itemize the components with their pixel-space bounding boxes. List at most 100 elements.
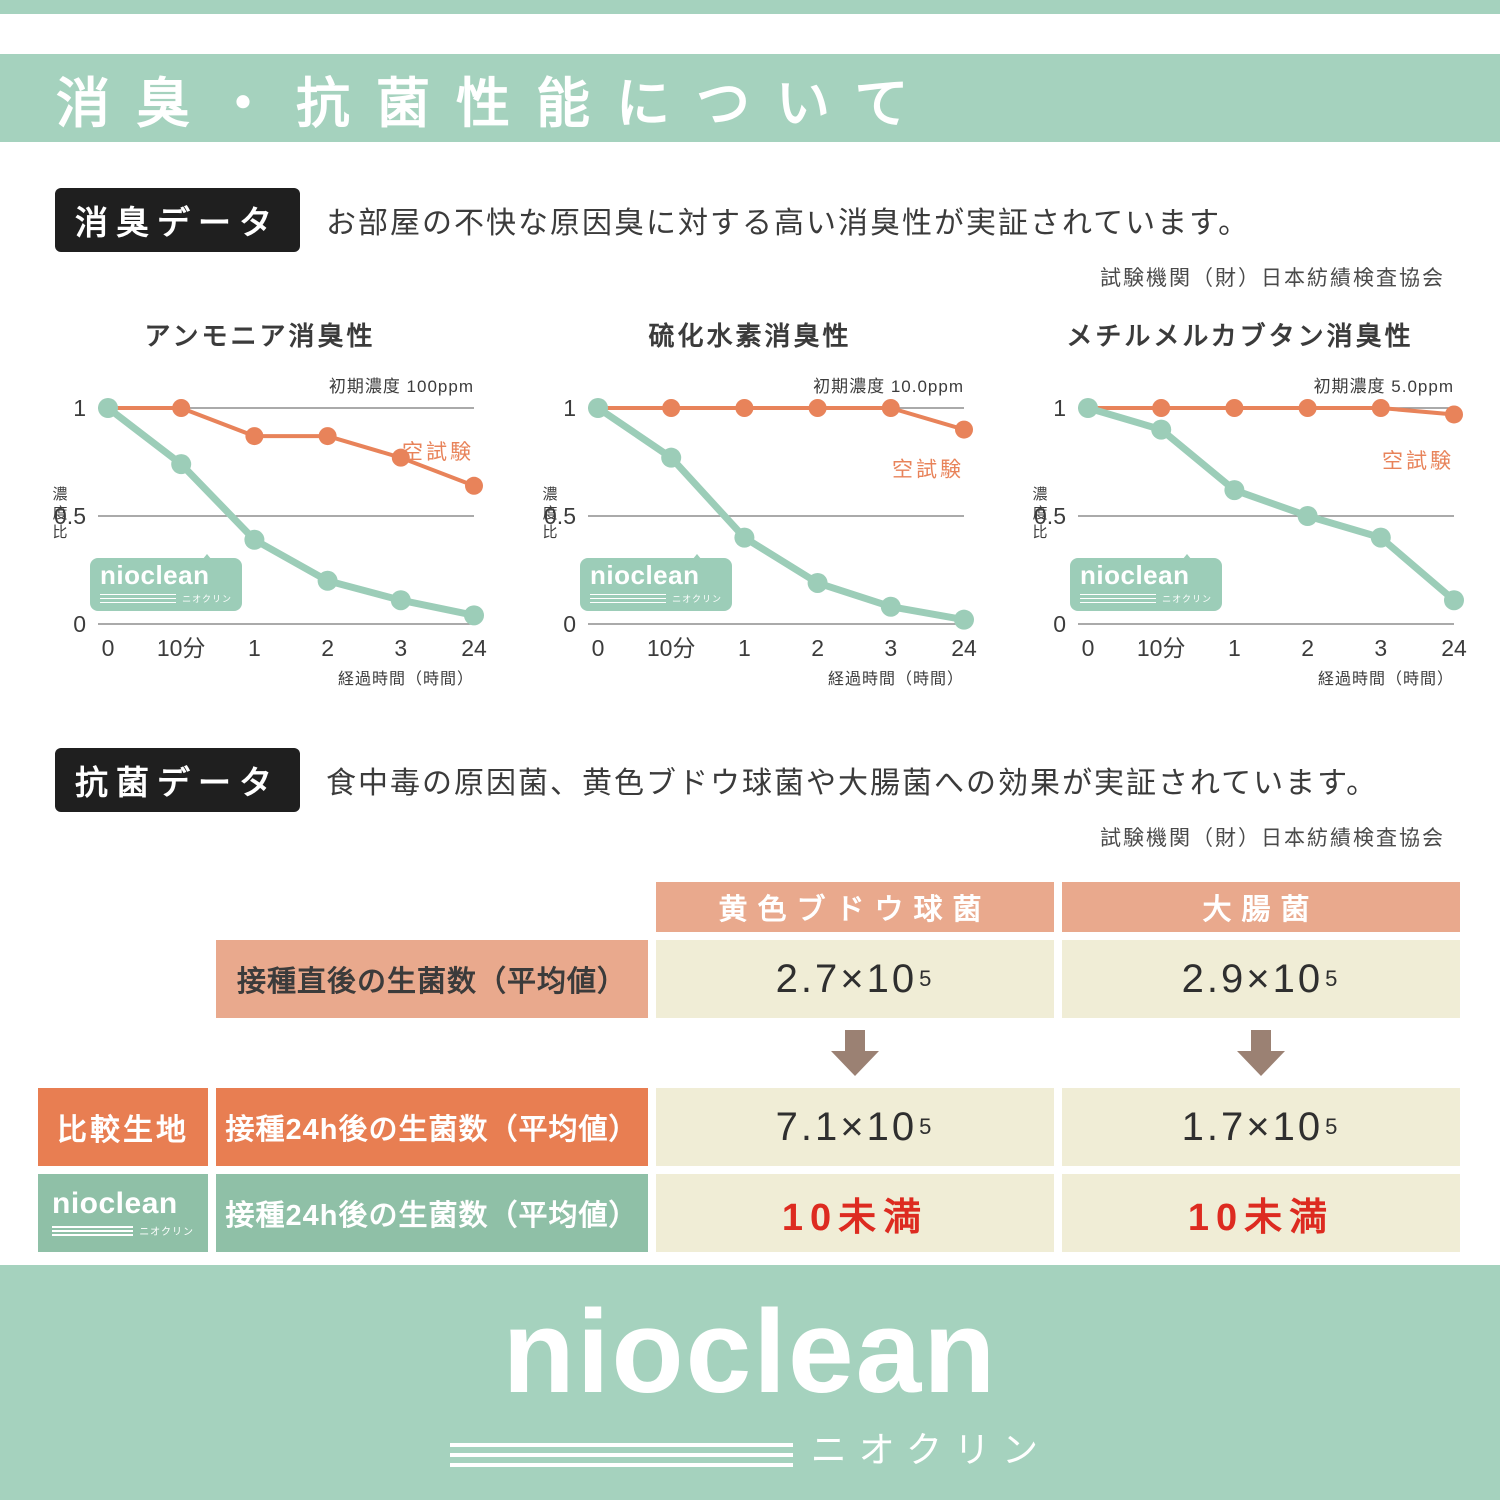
antibacterial-table: 黄色ブドウ球菌 大腸菌 接種直後の生菌数（平均値） 2.7×10 5 2.9×10… bbox=[38, 882, 1500, 1252]
svg-text:度: 度 bbox=[542, 505, 557, 522]
svg-text:初期濃度 10.0ppm: 初期濃度 10.0ppm bbox=[813, 377, 964, 396]
svg-text:空試験: 空試験 bbox=[892, 458, 964, 481]
row-label-24h-compare: 接種24h後の生菌数（平均値） bbox=[216, 1088, 648, 1166]
logo-lines bbox=[1080, 593, 1157, 606]
deodorant-section-header: 消臭データ お部屋の不快な原因臭に対する高い消臭性が実証されています。 bbox=[55, 188, 1445, 252]
nioclean-logo-text: nioclean bbox=[1080, 560, 1190, 590]
value-initial-ecoli: 2.9×10 5 bbox=[1062, 940, 1460, 1018]
top-accent-stripe bbox=[0, 0, 1500, 14]
svg-text:0.5: 0.5 bbox=[544, 503, 576, 529]
antibacterial-section-header: 抗菌データ 食中毒の原因菌、黄色ブドウ球菌や大腸菌への効果が実証されています。 bbox=[55, 748, 1445, 812]
svg-text:0: 0 bbox=[73, 611, 86, 637]
svg-text:2: 2 bbox=[811, 635, 824, 661]
nioclean-logo-bubble: nioclean ニオクリン bbox=[90, 553, 242, 612]
svg-text:1: 1 bbox=[563, 395, 576, 421]
down-arrow-icon bbox=[831, 1030, 879, 1076]
svg-text:比: 比 bbox=[542, 524, 557, 541]
svg-text:0: 0 bbox=[563, 611, 576, 637]
chart-methyl-mercaptan: メチルメルカブタン消臭性 初期濃度 5.0ppm 1 0.5 0 濃度比 0 10分 1 2 3 2… bbox=[1010, 316, 1470, 692]
svg-text:比: 比 bbox=[1032, 524, 1047, 541]
title-band: 消臭・抗菌性能について bbox=[0, 54, 1500, 142]
nioclean-logo-kana: ニオクリン bbox=[672, 594, 722, 605]
svg-text:24: 24 bbox=[951, 635, 977, 661]
nioclean-logo-text: nioclean bbox=[52, 1187, 178, 1221]
svg-text:0: 0 bbox=[102, 635, 115, 661]
nioclean-logo-kana: ニオクリン bbox=[810, 1428, 1050, 1470]
svg-text:0: 0 bbox=[1053, 611, 1066, 637]
svg-text:1: 1 bbox=[738, 635, 751, 661]
nioclean-logo-bubble: nioclean ニオクリン bbox=[1070, 553, 1222, 612]
svg-text:濃: 濃 bbox=[542, 486, 557, 503]
nioclean-logo-bubble: nioclean ニオクリン bbox=[580, 553, 732, 612]
value-24h-compare-ecoli: 1.7×10 5 bbox=[1062, 1088, 1460, 1166]
svg-text:0: 0 bbox=[592, 635, 605, 661]
svg-text:濃: 濃 bbox=[52, 486, 67, 503]
value-24h-nioclean-ecoli: 10未満 bbox=[1062, 1174, 1460, 1252]
deodorant-charts-row: アンモニア消臭性 初期濃度 100ppm 1 0.5 0 濃度比 0 10分 1 2 3 24 経過時… bbox=[30, 316, 1470, 692]
footer-brand-band: nioclean ニオクリン bbox=[0, 1265, 1500, 1500]
svg-text:1: 1 bbox=[248, 635, 261, 661]
chart-methyl-mercaptan-plot: 初期濃度 5.0ppm 1 0.5 0 濃度比 0 10分 1 2 3 24 経過時間（時間） 空試験 bbox=[1032, 377, 1467, 688]
svg-text:経過時間（時間）: 経過時間（時間） bbox=[338, 670, 474, 688]
svg-text:2: 2 bbox=[321, 635, 334, 661]
nioclean-logo-text: nioclean bbox=[502, 1285, 998, 1418]
svg-text:初期濃度 5.0ppm: 初期濃度 5.0ppm bbox=[1314, 377, 1454, 396]
logo-lines bbox=[52, 1225, 134, 1238]
value-24h-compare-staph: 7.1×10 5 bbox=[656, 1088, 1054, 1166]
value-initial-staph: 2.7×10 5 bbox=[656, 940, 1054, 1018]
chart-ammonia-title: アンモニア消臭性 bbox=[144, 321, 376, 351]
nioclean-logo-kana: ニオクリン bbox=[1162, 594, 1212, 605]
chart-ammonia-plot: 初期濃度 100ppm 1 0.5 0 濃度比 0 10分 1 2 3 24 経過時間（時間） 空試験 bbox=[52, 377, 487, 688]
deodorant-description: お部屋の不快な原因臭に対する高い消臭性が実証されています。 bbox=[326, 207, 1251, 240]
svg-text:3: 3 bbox=[884, 635, 897, 661]
nioclean-row-badge: nioclean ニオクリン bbox=[38, 1174, 208, 1252]
logo-lines bbox=[450, 1442, 793, 1473]
svg-text:3: 3 bbox=[394, 635, 407, 661]
svg-text:10分: 10分 bbox=[1137, 635, 1186, 661]
row-label-24h-nioclean: 接種24h後の生菌数（平均値） bbox=[216, 1174, 648, 1252]
svg-text:経過時間（時間）: 経過時間（時間） bbox=[828, 670, 964, 688]
column-header-ecoli: 大腸菌 bbox=[1062, 882, 1460, 932]
svg-text:比: 比 bbox=[52, 524, 67, 541]
nioclean-logo-kana: ニオクリン bbox=[182, 594, 232, 605]
svg-text:1: 1 bbox=[1228, 635, 1241, 661]
comparison-fabric-badge: 比較生地 bbox=[38, 1088, 208, 1166]
chart-methyl-mercaptan-title: メチルメルカブタン消臭性 bbox=[1066, 321, 1414, 351]
chart-hydrogen-sulfide-title: 硫化水素消臭性 bbox=[648, 321, 852, 351]
nioclean-logo-text: nioclean bbox=[590, 560, 700, 590]
svg-text:初期濃度 100ppm: 初期濃度 100ppm bbox=[329, 377, 474, 396]
svg-text:度: 度 bbox=[1032, 505, 1047, 522]
svg-text:経過時間（時間）: 経過時間（時間） bbox=[1318, 670, 1454, 688]
svg-text:1: 1 bbox=[73, 395, 86, 421]
logo-lines bbox=[100, 593, 177, 606]
chart-hydrogen-sulfide-plot: 初期濃度 10.0ppm 1 0.5 0 濃度比 0 10分 1 2 3 24 経過時間（時間） 空試験 bbox=[542, 377, 977, 688]
antibacterial-description: 食中毒の原因菌、黄色ブドウ球菌や大腸菌への効果が実証されています。 bbox=[326, 767, 1379, 800]
logo-lines bbox=[590, 593, 667, 606]
svg-text:24: 24 bbox=[461, 635, 487, 661]
svg-text:0.5: 0.5 bbox=[1034, 503, 1066, 529]
deodorant-test-agency: 試験機関（財）日本紡績検査協会 bbox=[1100, 267, 1445, 290]
svg-text:10分: 10分 bbox=[157, 635, 206, 661]
svg-text:1: 1 bbox=[1053, 395, 1066, 421]
page-title: 消臭・抗菌性能について bbox=[56, 73, 935, 134]
row-label-initial-count: 接種直後の生菌数（平均値） bbox=[216, 940, 648, 1018]
svg-text:空試験: 空試験 bbox=[1382, 450, 1454, 473]
antibacterial-test-agency: 試験機関（財）日本紡績検査協会 bbox=[1100, 827, 1445, 850]
column-header-staphylococcus: 黄色ブドウ球菌 bbox=[656, 882, 1054, 932]
value-24h-nioclean-staph: 10未満 bbox=[656, 1174, 1054, 1252]
antibacterial-data-badge: 抗菌データ bbox=[55, 748, 300, 812]
svg-text:0.5: 0.5 bbox=[54, 503, 86, 529]
nioclean-logo-text: nioclean bbox=[100, 560, 210, 590]
svg-text:10分: 10分 bbox=[647, 635, 696, 661]
chart-hydrogen-sulfide: 硫化水素消臭性 初期濃度 10.0ppm 1 0.5 0 濃度比 0 10分 1 2 3 24 経過時… bbox=[520, 316, 980, 692]
nioclean-logo-kana: ニオクリン bbox=[139, 1226, 194, 1238]
chart-ammonia: アンモニア消臭性 初期濃度 100ppm 1 0.5 0 濃度比 0 10分 1 2 3 24 経過時… bbox=[30, 316, 490, 692]
svg-text:24: 24 bbox=[1441, 635, 1467, 661]
svg-text:0: 0 bbox=[1082, 635, 1095, 661]
svg-text:度: 度 bbox=[52, 505, 67, 522]
svg-text:3: 3 bbox=[1374, 635, 1387, 661]
deodorant-data-badge: 消臭データ bbox=[55, 188, 300, 252]
down-arrow-icon bbox=[1237, 1030, 1285, 1076]
svg-text:2: 2 bbox=[1301, 635, 1314, 661]
